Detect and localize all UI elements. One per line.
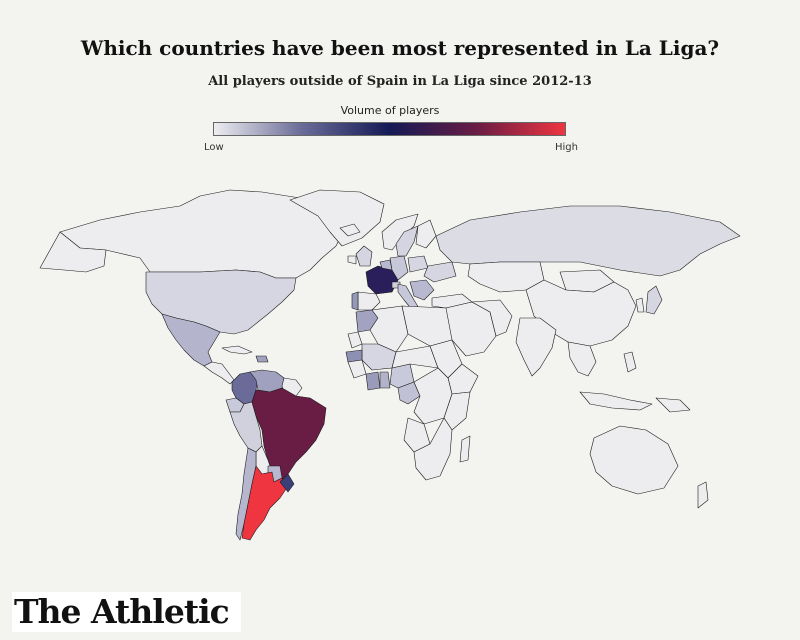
country-ghana	[379, 371, 391, 389]
country-ukraine	[423, 261, 457, 283]
chart-subtitle: All players outside of Spain in La Liga …	[208, 74, 592, 89]
country-philippines	[623, 351, 637, 373]
country-central-america	[203, 361, 235, 385]
country-finland	[415, 219, 437, 249]
country-southeast-asia	[567, 341, 597, 377]
country-balkans	[409, 279, 435, 301]
country-australia	[589, 425, 679, 495]
chart-title: Which countries have been most represent…	[80, 36, 720, 60]
country-spain	[357, 291, 381, 311]
country-libya-egypt	[401, 305, 453, 347]
country-uruguay	[279, 473, 295, 493]
country-uk	[355, 245, 373, 267]
legend-high-label: High	[555, 142, 578, 153]
country-mexico	[161, 313, 221, 367]
the-athletic-logo: The Athletic	[12, 592, 241, 632]
country-western-sahara	[347, 331, 363, 349]
country-east-africa	[443, 391, 471, 431]
country-alaska	[39, 231, 107, 273]
legend-gradient-bar	[213, 122, 566, 136]
country-niger-chad	[391, 345, 439, 369]
country-dominican-republic	[255, 355, 269, 363]
country-sweden	[395, 225, 419, 257]
legend-low-label: Low	[204, 142, 224, 153]
country-iceland	[339, 223, 361, 237]
country-chile	[235, 447, 257, 541]
country-cuba	[221, 345, 253, 355]
country-germany	[389, 255, 409, 281]
country-korea	[635, 297, 645, 313]
country-greenland	[289, 189, 385, 247]
country-ivory-coast	[365, 371, 381, 391]
country-argentina	[241, 465, 289, 541]
country-madagascar	[459, 435, 471, 463]
country-guinea	[347, 359, 367, 379]
country-india	[515, 317, 557, 377]
country-poland	[407, 255, 429, 273]
country-portugal	[351, 291, 359, 311]
country-iran	[471, 299, 513, 337]
legend-title: Volume of players	[340, 104, 440, 117]
country-cameroon	[397, 381, 421, 405]
country-brazil	[251, 387, 327, 483]
country-peru	[229, 401, 263, 453]
country-canada	[59, 189, 345, 279]
country-new-zealand	[697, 481, 709, 509]
country-new-guinea	[655, 397, 691, 413]
country-southern-africa	[413, 417, 453, 481]
country-ireland	[347, 255, 357, 265]
country-japan	[645, 285, 663, 315]
country-indonesia	[579, 391, 653, 411]
